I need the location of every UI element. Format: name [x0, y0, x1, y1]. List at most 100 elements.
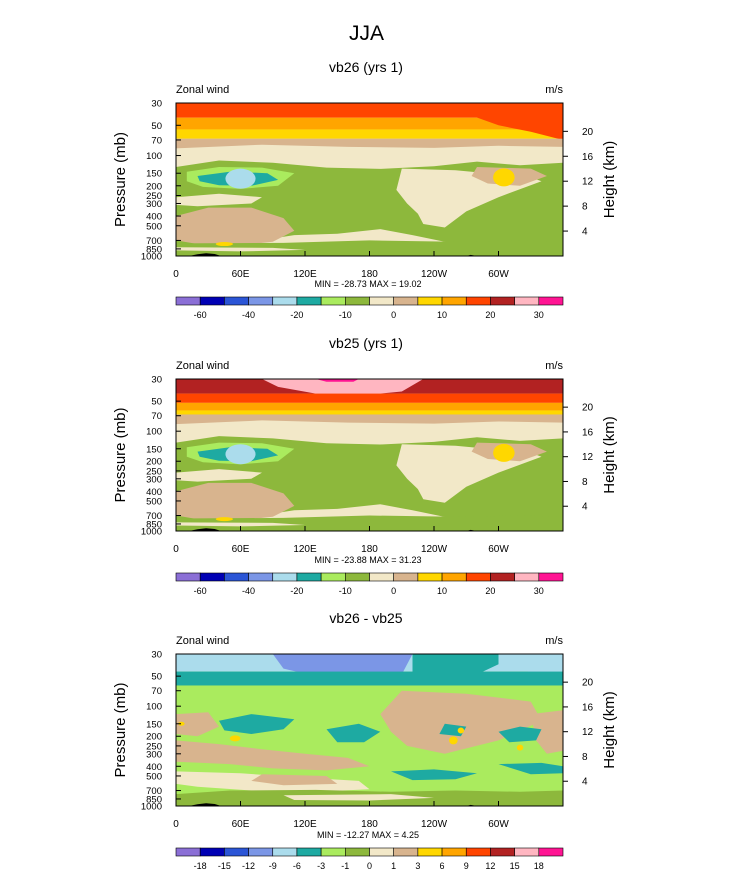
left-label: Zonal wind [176, 360, 229, 372]
colorbar-label: -60 [194, 310, 207, 320]
y-tick-label: 1000 [141, 802, 162, 813]
colorbar-label: -18 [194, 861, 207, 871]
colorbar-label: -6 [293, 861, 301, 871]
field-region [225, 168, 256, 189]
colorbar-label: -10 [339, 310, 352, 320]
field-region [516, 744, 524, 751]
y-tick-label: 200 [146, 732, 162, 743]
colorbar-swatch [272, 847, 298, 857]
field-band [176, 393, 563, 403]
colorbar-swatch [175, 847, 201, 857]
height-tick-label: 20 [582, 678, 594, 689]
colorbar-swatch [441, 572, 467, 582]
stats-text: MIN = -28.73 MAX = 19.02 [314, 279, 421, 289]
y-tick-label: 150 [146, 444, 162, 455]
colorbar-label: -20 [290, 310, 303, 320]
colorbar-label: 30 [534, 310, 544, 320]
topography [188, 803, 222, 806]
colorbar-label: -9 [269, 861, 277, 871]
field-region [215, 242, 233, 247]
chart-panel-1: vb26 (yrs 1)Zonal wind m/s305070100150200… [112, 59, 618, 320]
colorbar-label: -3 [317, 861, 325, 871]
field-region [176, 469, 262, 482]
field-region [178, 721, 185, 726]
colorbar-swatch [199, 296, 225, 306]
height-tick-label: 8 [582, 202, 588, 213]
colorbar-swatch [175, 296, 201, 306]
colorbar-swatch [417, 572, 443, 582]
colorbar-swatch [199, 572, 225, 582]
field-band [176, 103, 563, 118]
y-tick-label: 150 [146, 719, 162, 730]
colorbar-label: 20 [485, 310, 495, 320]
colorbar-swatch [490, 296, 515, 306]
colorbar-label: -40 [242, 310, 255, 320]
field-region [176, 207, 295, 247]
y-tick-label: 30 [151, 375, 162, 386]
colorbar-swatch [538, 296, 564, 306]
x-tick-label: 0 [173, 819, 179, 830]
x-tick-label: 180 [361, 819, 378, 830]
colorbar-swatch [320, 847, 346, 857]
colorbar-label: -20 [290, 586, 303, 596]
colorbar-swatch [490, 572, 515, 582]
x-tick-label: 60E [232, 269, 250, 280]
colorbar-swatch [369, 296, 394, 306]
colorbar-swatch [320, 572, 346, 582]
field-region [251, 774, 338, 786]
colorbar-swatch [272, 296, 298, 306]
field-region [493, 168, 515, 187]
y-tick-label: 1000 [141, 252, 162, 263]
y-tick-label: 400 [146, 487, 162, 498]
left-label: Zonal wind [176, 84, 229, 96]
x-tick-label: 120W [421, 819, 448, 830]
colorbar-swatch [175, 572, 201, 582]
field-region [176, 420, 563, 429]
field-region [176, 712, 219, 737]
colorbar-swatch [296, 847, 322, 857]
colorbar-label: 10 [437, 586, 447, 596]
colorbar-swatch [248, 296, 274, 306]
y-tick-label: 250 [146, 191, 162, 202]
y-tick-label: 200 [146, 457, 162, 468]
y-tick-label: 100 [146, 702, 162, 713]
colorbar-label: 10 [437, 310, 447, 320]
height-tick-label: 8 [582, 752, 588, 763]
y-tick-label: 50 [151, 121, 162, 132]
height-axis-label: Height (km) [601, 141, 618, 219]
colorbar-swatch [199, 847, 225, 857]
field-region [229, 735, 241, 742]
y-tick-label: 70 [151, 411, 162, 422]
y-tick-label: 30 [151, 650, 162, 661]
colorbar-swatch [514, 296, 540, 306]
field-region [225, 444, 256, 465]
field-band [176, 129, 563, 139]
x-tick-label: 120W [421, 544, 448, 555]
field-band [176, 671, 563, 686]
height-tick-label: 12 [582, 727, 594, 738]
colorbar-label: 0 [367, 861, 372, 871]
y-tick-label: 70 [151, 135, 162, 146]
field-region [262, 379, 424, 396]
colorbar-label: -15 [218, 861, 231, 871]
right-label: m/s [545, 84, 563, 96]
stats-text: MIN = -23.88 MAX = 31.23 [314, 555, 421, 565]
field-region [176, 685, 563, 696]
field-region [315, 379, 359, 382]
field-region [493, 443, 515, 462]
field-area [176, 103, 563, 256]
colorbar-swatch [417, 847, 443, 857]
topography [188, 253, 222, 256]
height-tick-label: 20 [582, 127, 594, 138]
colorbar-swatch [224, 847, 249, 857]
colorbar-label: 15 [510, 861, 520, 871]
field-region [176, 740, 370, 771]
field-region [326, 723, 381, 743]
height-tick-label: 4 [582, 502, 588, 513]
left-label: Zonal wind [176, 635, 229, 647]
y-tick-label: 850 [146, 519, 162, 530]
y-axis-label: Pressure (mb) [112, 682, 129, 777]
field-band [176, 402, 563, 411]
